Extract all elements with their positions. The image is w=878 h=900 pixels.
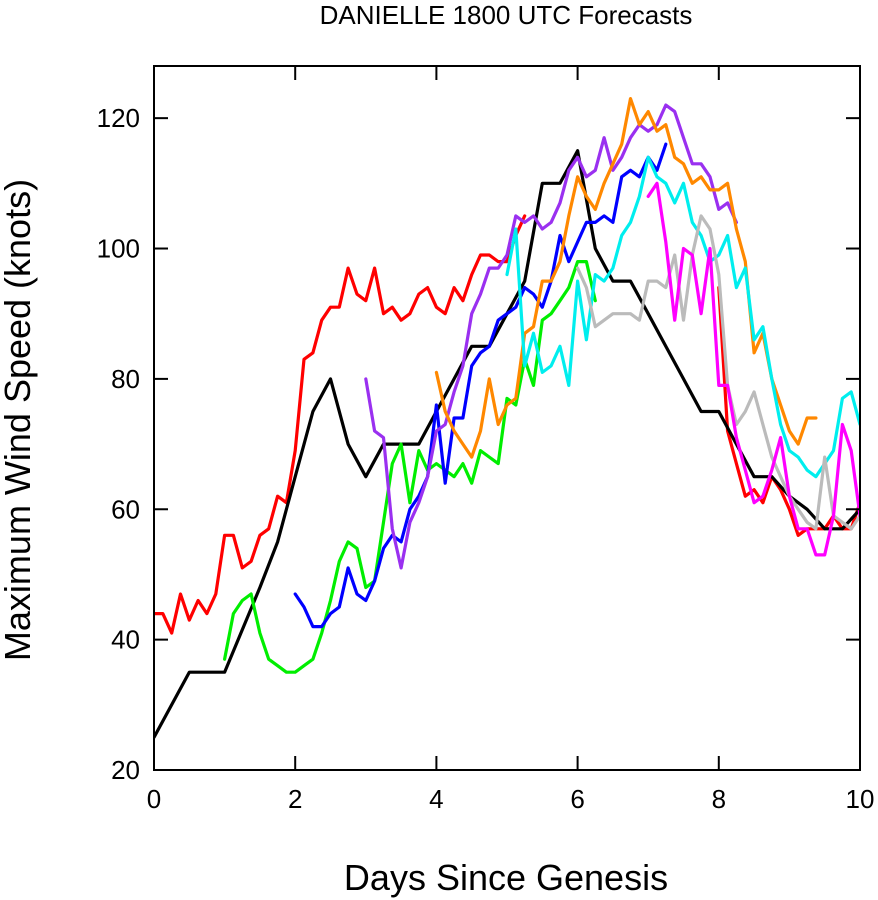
series-group	[154, 96, 860, 740]
y-tick-label: 40	[111, 625, 140, 655]
y-axis: 20 40 60 80 100 120	[97, 103, 860, 785]
series-line-2	[717, 286, 860, 537]
x-tick-label: 2	[288, 784, 302, 814]
series-line-10	[646, 181, 860, 557]
x-tick-label: 6	[570, 784, 584, 814]
x-axis-label: Days Since Genesis	[344, 857, 668, 898]
y-tick-label: 20	[111, 755, 140, 785]
series-line-3	[154, 149, 860, 740]
y-tick-label: 80	[111, 364, 140, 394]
series-line-4	[223, 260, 597, 674]
series-line-8	[505, 155, 860, 479]
chart-title: DANIELLE 1800 UTC Forecasts	[320, 0, 693, 30]
plot-area: 0 2 4 6 8 10 20 40 60 80 100 120	[97, 65, 875, 814]
y-tick-label: 60	[111, 494, 140, 524]
x-tick-label: 8	[712, 784, 726, 814]
series-line-1	[154, 214, 527, 635]
x-tick-label: 10	[846, 784, 875, 814]
y-tick-label: 100	[97, 234, 140, 264]
y-axis-label: Maximum Wind Speed (knots)	[0, 179, 38, 661]
x-tick-label: 0	[147, 784, 161, 814]
series-line-6	[364, 103, 739, 570]
plot-frame	[153, 65, 861, 771]
x-tick-label: 4	[429, 784, 443, 814]
y-tick-label: 120	[97, 103, 140, 133]
series-line-5	[293, 142, 668, 629]
series-line-7	[434, 96, 818, 459]
x-axis: 0 2 4 6 8 10	[147, 66, 875, 814]
series-line-9	[575, 214, 860, 531]
